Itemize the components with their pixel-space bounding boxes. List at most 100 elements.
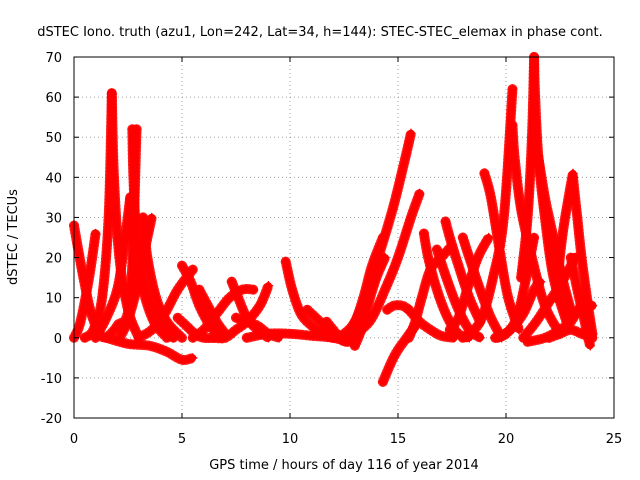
series-markers — [138, 212, 187, 343]
plus-marker — [529, 232, 539, 243]
chart-title: dSTEC Iono. truth (azu1, Lon=242, Lat=34… — [37, 25, 603, 40]
axis-ticks: 0 5 10 15 20 25 -20 -10 0 10 20 30 40 50 60 70 — [41, 51, 623, 447]
x-axis-label: GPS time / hours of day 116 of year 2014 — [209, 458, 479, 473]
y-tick-label: 30 — [45, 211, 62, 226]
series-markers — [457, 84, 518, 343]
plus-marker — [475, 333, 485, 343]
series-markers — [101, 332, 198, 366]
plus-marker — [419, 228, 429, 239]
plus-marker — [404, 333, 414, 343]
series-arc-12 — [101, 332, 198, 366]
plus-marker — [492, 333, 503, 343]
plus-marker — [350, 341, 360, 351]
series-markers — [516, 52, 540, 283]
plus-marker — [378, 377, 388, 387]
plot-frame — [73, 56, 615, 419]
plus-marker — [209, 333, 220, 343]
x-tick-label: 25 — [606, 432, 623, 447]
plus-marker — [445, 325, 455, 335]
plus-marker — [147, 212, 157, 223]
plus-marker — [321, 316, 332, 327]
series-markers — [349, 252, 390, 351]
series-arc-36 — [457, 232, 507, 343]
y-tick-label: 0 — [54, 332, 62, 347]
plus-marker — [533, 152, 544, 163]
series-arc-49 — [492, 276, 546, 343]
series-arc-35 — [444, 232, 494, 335]
plus-marker — [516, 272, 526, 283]
x-tick-label: 15 — [390, 432, 407, 447]
plus-marker — [177, 260, 187, 271]
plus-marker — [107, 88, 117, 98]
plus-marker — [131, 124, 142, 134]
y-tick-label: 40 — [45, 171, 62, 186]
y-tick-label: -20 — [41, 412, 62, 427]
y-tick-label: 20 — [45, 252, 62, 267]
plus-marker — [263, 280, 274, 291]
series-arc-50 — [518, 252, 581, 343]
series-markers — [101, 124, 142, 343]
series-markers — [518, 252, 581, 343]
series-markers — [69, 228, 101, 343]
plus-marker — [568, 172, 578, 183]
plus-marker — [90, 333, 101, 343]
plus-marker — [101, 333, 112, 343]
plus-marker — [518, 333, 529, 343]
plus-marker — [483, 232, 494, 243]
series-markers — [457, 232, 507, 343]
plus-marker — [414, 188, 425, 199]
plus-marker — [440, 216, 451, 227]
series-markers — [444, 232, 494, 335]
x-tick-label: 5 — [178, 432, 186, 447]
series-markers — [90, 192, 136, 343]
series-arc-16 — [187, 284, 259, 343]
series-markers — [568, 172, 598, 339]
plus-marker — [382, 304, 392, 315]
y-tick-label: 10 — [45, 292, 62, 307]
plus-marker — [194, 284, 205, 295]
plus-marker — [334, 333, 345, 343]
plus-marker — [507, 120, 518, 130]
y-tick-label: 60 — [45, 91, 62, 106]
plus-marker — [535, 276, 546, 287]
plus-marker — [302, 304, 313, 315]
plus-marker — [226, 276, 237, 287]
series-markers — [177, 260, 226, 343]
plus-marker — [587, 300, 598, 311]
plus-marker — [587, 333, 598, 343]
series-markers — [544, 324, 598, 343]
series-markers — [209, 280, 274, 344]
plus-marker — [458, 232, 468, 243]
plus-marker — [479, 168, 490, 179]
plus-marker — [570, 252, 580, 263]
series-arc-10 — [138, 212, 187, 343]
series-arc-18 — [209, 280, 274, 344]
plus-marker — [280, 256, 291, 267]
y-axis-label: dSTEC / TECUs — [6, 189, 21, 285]
y-tick-label: 70 — [45, 51, 62, 66]
series-markers — [133, 264, 198, 343]
y-tick-label: -10 — [41, 372, 62, 387]
plus-marker — [172, 312, 183, 323]
plus-marker — [248, 284, 259, 295]
x-tick-label: 0 — [70, 432, 78, 447]
plus-marker — [432, 244, 442, 255]
x-tick-label: 10 — [282, 432, 299, 447]
series-arc-11 — [133, 264, 198, 343]
plus-marker — [544, 333, 554, 343]
series-markers — [533, 152, 578, 323]
plus-marker — [380, 252, 390, 263]
plus-marker — [188, 333, 198, 343]
plus-marker — [406, 128, 416, 138]
plus-marker — [188, 264, 198, 275]
series-arc-48 — [544, 324, 598, 343]
plus-marker — [188, 353, 198, 363]
x-tick-label: 20 — [498, 432, 515, 447]
plus-marker — [80, 333, 90, 343]
plus-marker — [458, 333, 468, 343]
series-arc-38 — [457, 84, 518, 343]
plus-marker — [404, 304, 414, 315]
data-series-layer — [69, 52, 598, 387]
plus-marker — [585, 341, 595, 351]
plus-marker — [507, 84, 518, 94]
